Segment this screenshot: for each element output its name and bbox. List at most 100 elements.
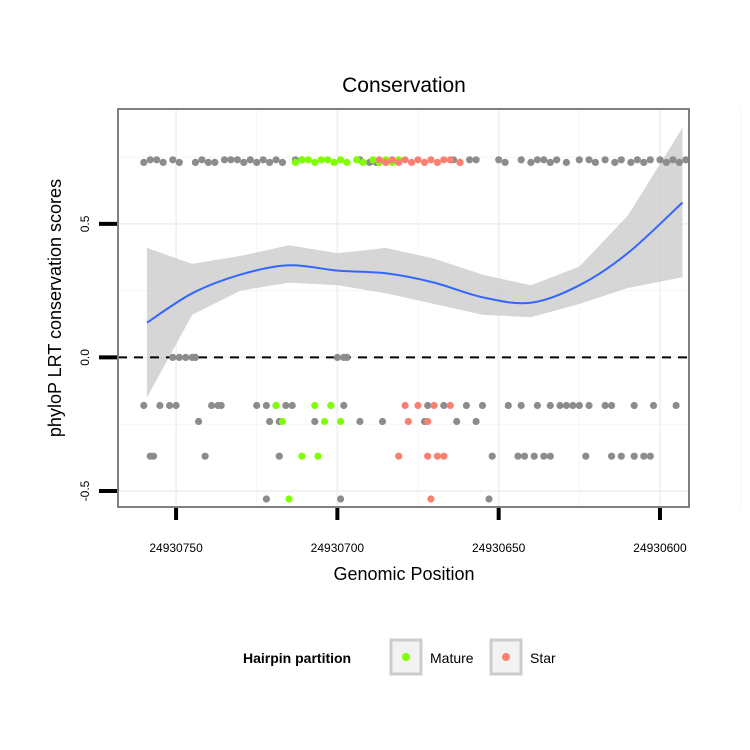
chart-title: Conservation	[342, 74, 466, 97]
point-other	[275, 452, 283, 460]
point-other	[211, 158, 219, 166]
point-star	[427, 156, 435, 164]
point-other	[253, 158, 261, 166]
plot-background	[118, 109, 689, 507]
point-mature	[330, 158, 338, 166]
point-other	[266, 158, 274, 166]
point-other	[520, 452, 529, 460]
point-star	[414, 156, 422, 164]
point-mature	[272, 401, 280, 410]
point-star	[401, 401, 409, 410]
point-mature	[369, 156, 377, 164]
point-other	[217, 401, 225, 410]
point-other	[682, 156, 690, 164]
point-other	[646, 156, 654, 164]
point-other	[378, 417, 387, 426]
point-other	[546, 158, 554, 166]
point-other	[424, 401, 432, 410]
point-star	[433, 158, 441, 166]
confidence-band	[147, 127, 683, 398]
point-other	[562, 158, 571, 166]
point-other	[195, 417, 203, 426]
point-other	[259, 156, 267, 164]
legend-item-mature: Mature	[389, 638, 474, 676]
point-other	[649, 401, 658, 410]
point-other	[182, 353, 190, 361]
y-tick-label: 0.5	[78, 215, 92, 232]
point-mature	[285, 495, 293, 503]
point-other	[175, 353, 183, 361]
legend-item-star: Star	[489, 638, 556, 676]
point-other	[472, 156, 480, 164]
point-star	[430, 401, 438, 410]
point-other	[527, 158, 535, 166]
point-other	[272, 156, 280, 164]
point-other	[191, 158, 199, 166]
point-other	[611, 158, 619, 166]
point-mature	[278, 417, 287, 426]
point-other	[627, 158, 635, 166]
point-other	[546, 401, 554, 410]
point-other	[501, 158, 509, 166]
point-other	[140, 158, 148, 166]
point-star	[414, 401, 422, 410]
point-other	[585, 401, 593, 410]
point-other	[617, 452, 625, 460]
x-tick-label: 24930650	[472, 541, 526, 555]
point-other	[282, 401, 290, 410]
point-other	[191, 353, 199, 361]
point-other	[533, 156, 542, 164]
x-tick-label: 24930700	[311, 541, 365, 555]
series-star	[375, 156, 464, 503]
point-other	[488, 452, 496, 460]
y-tick-label: 0.0	[78, 349, 92, 366]
point-star	[440, 156, 448, 164]
point-star	[395, 158, 403, 166]
point-star	[427, 495, 435, 503]
point-other	[630, 452, 638, 460]
point-other	[262, 495, 270, 503]
point-mature	[353, 156, 361, 164]
point-star	[456, 158, 464, 166]
point-other	[675, 158, 683, 166]
point-other	[340, 401, 348, 410]
point-other	[575, 401, 583, 410]
point-other	[343, 353, 351, 361]
point-other	[608, 401, 616, 410]
point-other	[585, 156, 593, 164]
point-star	[446, 401, 454, 410]
point-other	[672, 401, 680, 410]
legend-label-mature: Mature	[430, 650, 474, 666]
point-star	[408, 158, 416, 166]
legend-dot-mature	[402, 653, 410, 661]
point-star	[446, 156, 454, 164]
point-mature	[311, 401, 319, 410]
point-mature	[298, 452, 306, 460]
point-other	[517, 156, 525, 164]
point-mature	[337, 156, 345, 164]
point-mature	[304, 156, 312, 164]
point-other	[204, 158, 212, 166]
point-mature	[327, 401, 335, 410]
point-other	[153, 156, 161, 164]
point-other	[262, 401, 270, 410]
point-other	[582, 452, 590, 460]
point-mature	[314, 452, 322, 460]
point-other	[198, 156, 206, 164]
point-other	[166, 401, 174, 410]
point-other	[175, 158, 183, 166]
point-star	[388, 156, 396, 164]
point-other	[220, 156, 229, 164]
point-star	[404, 417, 412, 426]
x-tick-label: 24930600	[633, 541, 687, 555]
y-axis: -0.5 0.0 0.5	[78, 215, 117, 501]
y-axis-title: phyloP LRT conservation scores	[45, 179, 65, 437]
point-star	[424, 417, 432, 426]
point-other	[617, 156, 625, 164]
data-points	[140, 156, 690, 503]
point-other	[288, 401, 296, 410]
point-other	[240, 158, 248, 166]
point-mature	[359, 158, 367, 166]
point-other	[575, 156, 583, 164]
